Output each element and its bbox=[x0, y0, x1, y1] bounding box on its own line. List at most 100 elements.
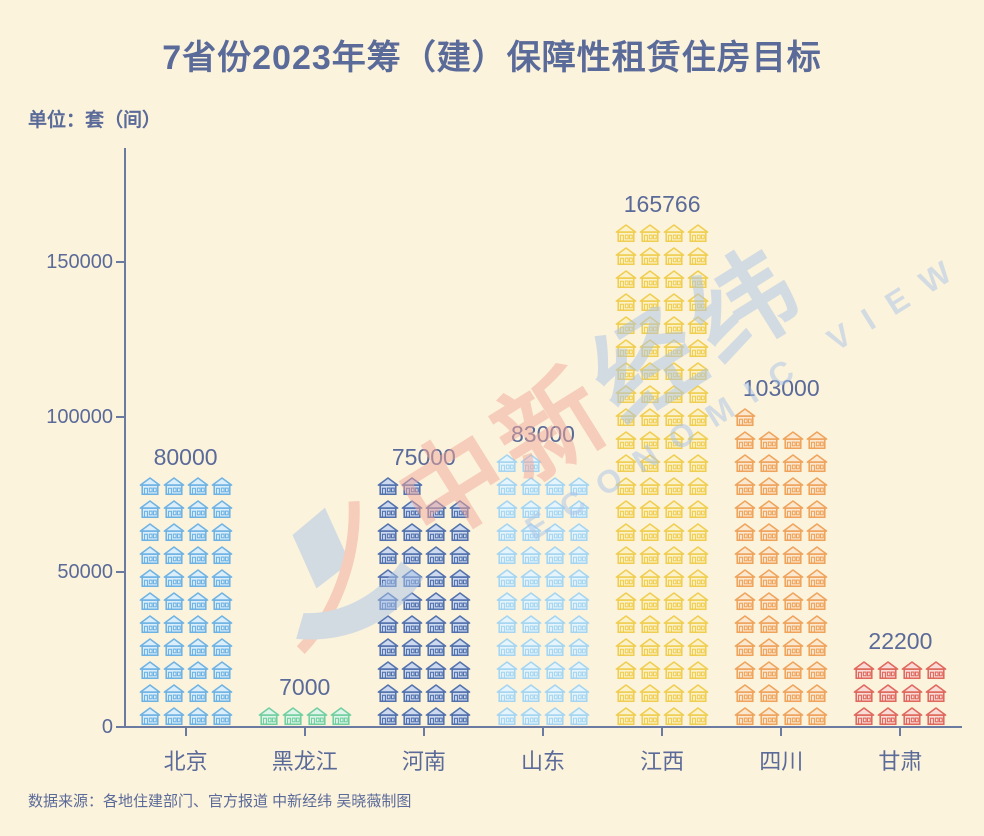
icon-row bbox=[496, 680, 590, 703]
house-icon bbox=[282, 707, 304, 726]
house-icon bbox=[639, 592, 661, 611]
x-tick-mark bbox=[899, 728, 902, 736]
icon-row bbox=[615, 496, 709, 519]
x-tick-mark bbox=[184, 728, 187, 736]
icon-row bbox=[734, 565, 828, 588]
icon-row bbox=[377, 657, 471, 680]
house-icon bbox=[615, 684, 637, 703]
house-icon bbox=[520, 500, 542, 519]
house-icon bbox=[496, 569, 518, 588]
icon-row bbox=[139, 611, 233, 634]
house-icon bbox=[211, 638, 232, 657]
house-icon bbox=[568, 592, 590, 611]
house-icon bbox=[663, 615, 685, 634]
house-icon bbox=[401, 638, 423, 657]
house-icon bbox=[734, 592, 756, 611]
bar-value-label: 165766 bbox=[623, 191, 701, 217]
house-icon bbox=[496, 454, 518, 473]
house-icon bbox=[758, 454, 780, 473]
house-icon bbox=[663, 546, 685, 565]
house-icon bbox=[377, 523, 399, 542]
icon-row bbox=[615, 358, 709, 381]
house-icon bbox=[615, 431, 637, 450]
house-icon bbox=[687, 546, 709, 565]
icon-row bbox=[615, 565, 709, 588]
house-icon bbox=[854, 684, 875, 703]
icon-row bbox=[615, 243, 709, 266]
bar-column-1: 80000 bbox=[126, 445, 245, 726]
x-category-6: 四川 bbox=[722, 728, 841, 776]
house-icon bbox=[782, 615, 804, 634]
house-icon bbox=[687, 477, 709, 496]
house-icon bbox=[425, 684, 447, 703]
house-icon bbox=[663, 408, 685, 427]
icon-row bbox=[734, 611, 828, 634]
house-icon bbox=[806, 477, 828, 496]
bar-value-label: 7000 bbox=[279, 674, 331, 700]
x-category-label: 北京 bbox=[163, 749, 208, 774]
x-category-5: 江西 bbox=[603, 728, 722, 776]
y-tick-label: 100000 bbox=[46, 406, 113, 428]
bar-column-7: 22200 bbox=[841, 629, 960, 726]
icon-row bbox=[615, 450, 709, 473]
icon-row bbox=[139, 588, 233, 611]
house-icon bbox=[758, 431, 780, 450]
icon-row bbox=[734, 404, 828, 427]
house-icon bbox=[449, 638, 471, 657]
house-icon bbox=[687, 224, 709, 243]
house-icon bbox=[139, 684, 160, 703]
icon-row bbox=[615, 220, 709, 243]
house-icon bbox=[663, 362, 685, 381]
house-icon bbox=[615, 523, 637, 542]
icon-row bbox=[139, 519, 233, 542]
house-icon bbox=[187, 684, 208, 703]
house-icon bbox=[139, 569, 160, 588]
house-icon bbox=[377, 661, 399, 680]
house-icon bbox=[734, 431, 756, 450]
house-icon bbox=[401, 569, 423, 588]
house-icon bbox=[639, 270, 661, 289]
house-icon bbox=[568, 523, 590, 542]
house-icon bbox=[211, 684, 232, 703]
house-icon bbox=[734, 454, 756, 473]
y-tick-mark bbox=[116, 416, 125, 418]
icon-row bbox=[615, 680, 709, 703]
x-axis-baseline bbox=[124, 726, 962, 728]
house-icon bbox=[639, 293, 661, 312]
house-icon bbox=[734, 569, 756, 588]
house-icon bbox=[520, 592, 542, 611]
icon-row bbox=[615, 634, 709, 657]
house-icon bbox=[187, 569, 208, 588]
house-icon bbox=[139, 500, 160, 519]
x-category-label: 四川 bbox=[759, 749, 804, 774]
house-icon bbox=[782, 569, 804, 588]
icon-row bbox=[615, 703, 709, 726]
house-icon bbox=[211, 592, 232, 611]
house-icon bbox=[425, 707, 447, 726]
house-icon bbox=[401, 500, 423, 519]
icon-row bbox=[734, 496, 828, 519]
icon-row bbox=[139, 565, 233, 588]
y-axis-spine bbox=[124, 148, 126, 728]
house-icon bbox=[734, 546, 756, 565]
icon-grid bbox=[258, 703, 352, 726]
house-icon bbox=[663, 316, 685, 335]
house-icon bbox=[377, 707, 399, 726]
house-icon bbox=[758, 684, 780, 703]
house-icon bbox=[425, 500, 447, 519]
house-icon bbox=[615, 339, 637, 358]
x-category-label: 江西 bbox=[640, 749, 685, 774]
house-icon bbox=[520, 523, 542, 542]
house-icon bbox=[496, 615, 518, 634]
house-icon bbox=[139, 707, 160, 726]
data-source-note: 数据来源：各地住建部门、官方报道 中新经纬 吴晓薇制图 bbox=[28, 793, 412, 810]
icon-row bbox=[615, 542, 709, 565]
icon-row bbox=[615, 657, 709, 680]
house-icon bbox=[758, 546, 780, 565]
house-icon bbox=[544, 546, 566, 565]
house-icon bbox=[734, 477, 756, 496]
x-tick-mark bbox=[303, 728, 306, 736]
x-tick-mark bbox=[422, 728, 425, 736]
bar-column-2: 7000 bbox=[245, 675, 364, 726]
icon-row bbox=[496, 565, 590, 588]
